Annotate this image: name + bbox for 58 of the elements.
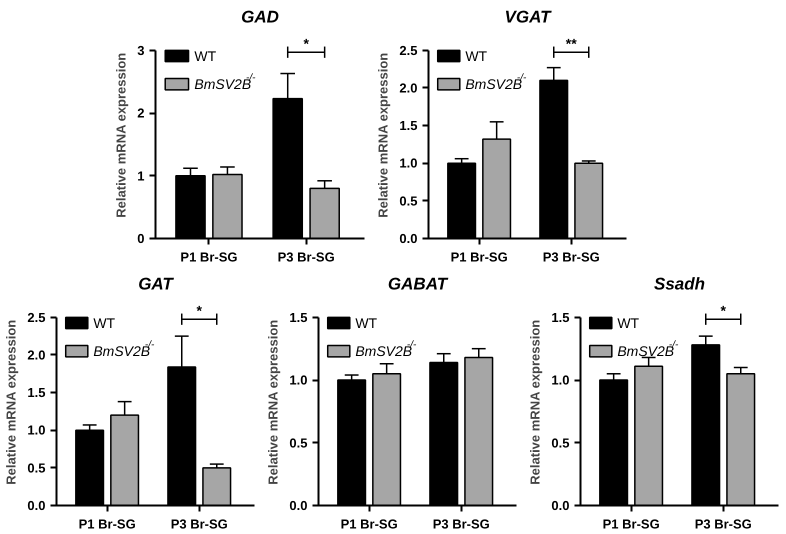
y-tick-label: 1.0	[289, 372, 308, 388]
y-tick-label: 2.5	[399, 42, 418, 58]
y-tick-label: 1.0	[551, 372, 570, 388]
y-tick-label: 1.5	[399, 118, 418, 134]
legend-label: WT	[355, 314, 378, 331]
annotation: *	[196, 302, 203, 318]
y-tick-label: 2	[137, 106, 145, 121]
legend-label: WT	[93, 314, 116, 331]
x-tick-label: P1 Br-SG	[450, 250, 508, 264]
y-tick-label: 1.5	[551, 310, 570, 325]
y-tick-label: 0.5	[289, 435, 308, 450]
y-tick-label: 1.0	[399, 156, 418, 171]
chart-title: GAD	[241, 8, 279, 26]
y-tick-label: 0.5	[551, 435, 570, 450]
legend-label: WT	[194, 48, 217, 64]
annotation: **	[566, 35, 578, 52]
x-tick-label: P3 Br-SG	[542, 250, 600, 264]
y-tick-label: 2.0	[399, 80, 418, 96]
y-tick-label: 3	[137, 42, 145, 58]
x-tick-label: P3 Br-SG	[278, 250, 335, 264]
x-tick-label: P3 Br-SG	[170, 516, 228, 532]
y-tick-label: 0.0	[551, 498, 570, 513]
legend-label: BmSV2B-/-	[355, 340, 418, 360]
y-tick-label: 2.0	[27, 347, 46, 362]
y-tick-label: 0.0	[27, 498, 46, 513]
legend-label: BmSV2B-/-	[93, 340, 156, 360]
legend-label: WT	[617, 314, 640, 331]
y-tick-label: 1.5	[289, 310, 308, 325]
y-tick-label: 0.0	[289, 498, 308, 513]
y-tick-label: 1.5	[27, 385, 46, 400]
chart-title: Ssadh	[654, 274, 706, 294]
legend-label: BmSV2B-/-	[465, 72, 528, 92]
x-tick-label: P1 Br-SG	[602, 516, 660, 532]
y-tick-label: 1.0	[27, 422, 46, 438]
y-tick-label: 0	[137, 231, 145, 246]
y-tick-label: 2.5	[27, 310, 46, 325]
y-axis-title: Relative mRNA expression	[3, 320, 18, 485]
y-tick-label: 0.5	[399, 193, 418, 208]
x-tick-label: P3 Br-SG	[694, 516, 752, 532]
y-tick-label: 0.0	[399, 231, 418, 246]
x-tick-label: P1 Br-SG	[340, 516, 398, 532]
chart-title: GAT	[138, 274, 174, 294]
annotation: *	[720, 302, 727, 318]
y-axis-title: Relative mRNA expression	[113, 52, 128, 218]
chart-title: GABAT	[388, 274, 449, 294]
y-axis-title: Relative mRNA expression	[527, 320, 542, 485]
y-axis-title: Relative mRNA expression	[375, 52, 390, 218]
y-tick-label: 1	[137, 168, 145, 184]
legend-label: WT	[465, 48, 488, 64]
chart-title: VGAT	[504, 8, 552, 26]
annotation: *	[303, 35, 310, 52]
y-axis-title: Relative mRNA expression	[265, 320, 280, 485]
legend-label: BmSV2B-/-	[194, 72, 256, 92]
x-tick-label: P1 Br-SG	[78, 516, 136, 532]
x-tick-label: P3 Br-SG	[432, 516, 490, 532]
x-tick-label: P1 Br-SG	[180, 250, 238, 264]
y-tick-label: 0.5	[27, 460, 46, 476]
legend-label: BmSV2B-/-	[617, 340, 680, 360]
